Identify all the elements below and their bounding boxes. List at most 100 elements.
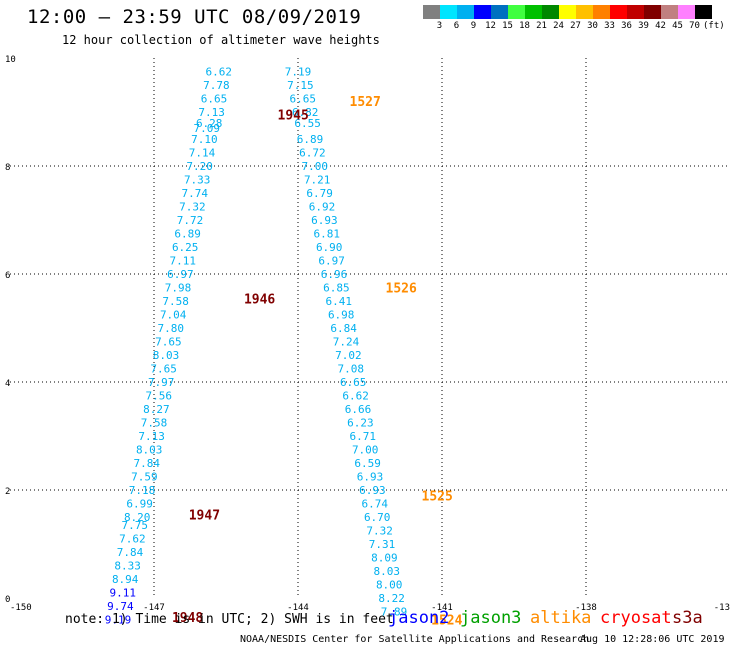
wave-height-label: 6.25 (172, 241, 199, 254)
wave-height-label: 6.93 (311, 214, 338, 227)
wave-height-label: 6.74 (362, 498, 389, 511)
wave-height-label: 7.80 (158, 322, 185, 335)
legend-swatch (474, 5, 491, 19)
wave-height-label: 7.62 (119, 533, 146, 546)
wave-height-label: 7.32 (179, 201, 206, 214)
wave-height-label: 7.32 (366, 525, 393, 538)
legend-swatch (627, 5, 644, 19)
legend-swatch (593, 5, 610, 19)
wave-height-label: 7.59 (131, 471, 158, 484)
wave-height-points: 6.627.786.657.136.287.097.107.147.207.33… (105, 66, 408, 627)
y-tick-label: 4 (5, 379, 10, 389)
wave-height-label: 6.97 (167, 268, 194, 281)
legend-label: 9 (470, 21, 477, 31)
wave-height-label: 7.84 (134, 457, 161, 470)
wave-height-label: 8.09 (371, 552, 398, 565)
legend-swatch (678, 5, 695, 19)
wave-height-label: 6.23 (347, 417, 374, 430)
map-subtitle: 12 hour collection of altimeter wave hei… (62, 33, 380, 47)
wave-height-label: 7.58 (162, 295, 189, 308)
wave-height-label: 6.65 (340, 376, 367, 389)
wave-height-label: 7.97 (148, 376, 175, 389)
wave-height-label: 6.89 (297, 133, 324, 146)
x-tick-label: -150 (10, 603, 32, 613)
y-tick-label: 0 (5, 595, 10, 605)
legend-swatch (457, 5, 474, 19)
wave-height-label: 7.58 (141, 417, 168, 430)
satellite-legend-s3a: s3a (672, 608, 703, 628)
satellite-legend-jason3: jason3 (460, 608, 522, 628)
legend-label: 39 (638, 21, 649, 31)
legend-label: 24 (553, 21, 564, 31)
wave-height-label: 6.93 (359, 484, 386, 497)
legend-label: 3 (436, 21, 443, 31)
wave-height-label: 7.56 (146, 390, 173, 403)
wave-height-label: 7.13 (198, 106, 225, 119)
wave-height-label: 6.92 (309, 201, 336, 214)
legend-swatch (559, 5, 576, 19)
pass-time-label: 1525 (422, 489, 453, 504)
wave-height-label: 7.08 (338, 363, 365, 376)
wave-height-label: 7.00 (352, 444, 379, 457)
legend-label: 12 (485, 21, 496, 31)
map-title: 12:00 – 23:59 UTC 08/09/2019 (27, 6, 362, 28)
wave-height-label: 6.98 (328, 309, 355, 322)
wave-height-label: 6.81 (314, 228, 341, 241)
wave-height-label: 8.03 (374, 565, 401, 578)
pass-time-label: 1946 (244, 292, 275, 307)
wave-height-label: 6.65 (290, 93, 317, 106)
satellite-legend-cryosat: cryosat (600, 608, 672, 628)
wave-height-label: 6.65 (201, 93, 228, 106)
wave-height-label: 7.04 (160, 309, 187, 322)
x-tick-label: -147 (143, 603, 165, 613)
wave-height-label: 6.71 (350, 430, 377, 443)
pass-time-labels: 1945 1946 1947 1948 1527 1526 1525 1524 (172, 95, 463, 628)
wave-height-label: 7.14 (189, 147, 216, 160)
legend-label: 36 (621, 21, 632, 31)
wave-height-label: 6.97 (318, 255, 345, 268)
wave-height-label: 6.41 (326, 295, 353, 308)
legend-label: 30 (587, 21, 598, 31)
wave-height-label: 7.02 (335, 349, 362, 362)
axis-labels: -150 -147 -144 -141 -138 -13 10 8 6 4 2 0 (5, 55, 730, 613)
wave-height-label: 7.13 (138, 430, 165, 443)
pass-time-label: 1947 (189, 508, 220, 523)
legend-label: 27 (570, 21, 581, 31)
wave-height-label: 8.00 (376, 579, 403, 592)
wave-height-label: 9.11 (110, 587, 137, 600)
wave-height-label: 6.70 (364, 511, 391, 524)
legend-swatch (576, 5, 593, 19)
wave-height-label: 8.03 (153, 349, 180, 362)
legend-swatch (644, 5, 661, 19)
pass-time-label: 1948 (172, 611, 203, 626)
legend-label: 15 (502, 21, 513, 31)
legend-unit: (ft) (703, 21, 725, 31)
wave-height-label: 7.11 (170, 255, 197, 268)
pass-time-label: 1945 (278, 109, 309, 124)
legend-swatch (525, 5, 542, 19)
wave-height-label: 7.19 (285, 66, 312, 79)
wave-height-label: 7.98 (165, 282, 192, 295)
wave-height-label: 7.75 (122, 519, 149, 532)
wave-height-label: 7.89 (381, 606, 408, 619)
satellite-legend-altika: altika (530, 608, 592, 628)
x-tick-label: -144 (287, 603, 309, 613)
wave-height-label: 9.74 (107, 600, 134, 613)
wave-height-label: 6.79 (306, 187, 333, 200)
wave-height-label: 7.21 (304, 174, 331, 187)
legend-label: 45 (672, 21, 683, 31)
wave-height-label: 6.82 (292, 106, 319, 119)
wave-height-label: 6.89 (174, 228, 201, 241)
legend-swatch (491, 5, 508, 19)
wave-height-label: 8.27 (143, 403, 170, 416)
wave-height-label: 6.59 (354, 457, 381, 470)
x-tick-label: -141 (431, 603, 453, 613)
wave-height-label: 6.93 (357, 471, 384, 484)
legend-swatch (440, 5, 457, 19)
wave-height-label: 6.66 (345, 403, 372, 416)
wave-height-label: 7.31 (369, 538, 396, 551)
wave-height-label: 6.28 (196, 117, 223, 130)
wave-height-label: 7.65 (150, 363, 177, 376)
wave-height-label: 8.33 (114, 560, 141, 573)
